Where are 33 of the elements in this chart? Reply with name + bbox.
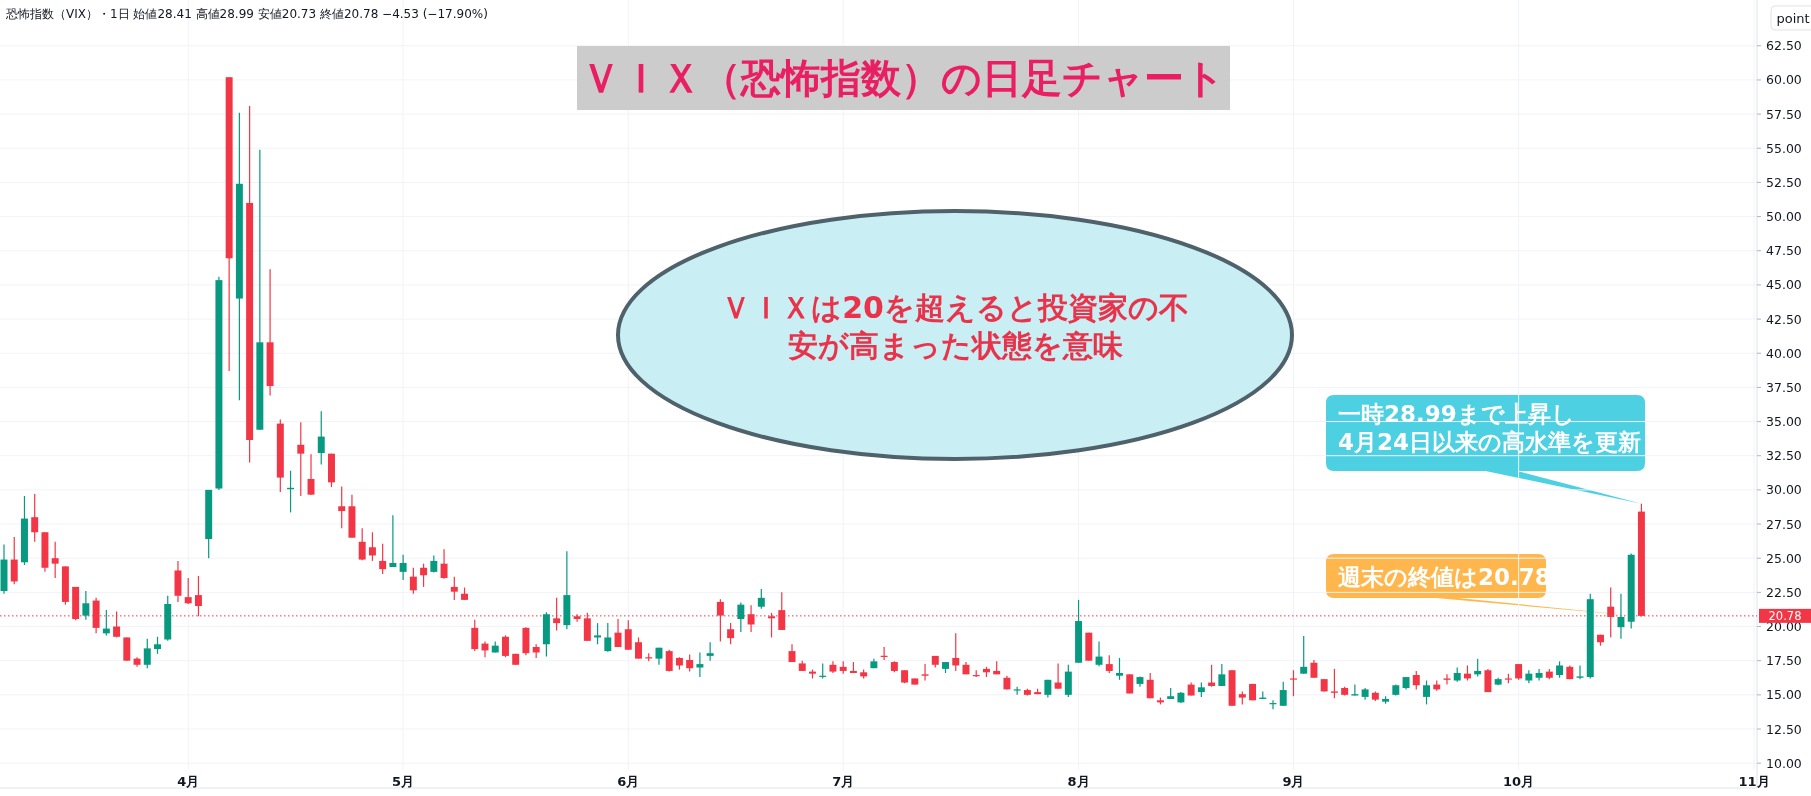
y-tick-label: 17.50 (1766, 653, 1802, 669)
x-tick-label: 11月 (1738, 774, 1770, 789)
x-tick-label: 9月 (1282, 774, 1305, 789)
y-tick-label: 22.50 (1766, 584, 1802, 600)
y-tick-label: 25.00 (1766, 550, 1802, 566)
y-tick-label: 57.50 (1766, 106, 1802, 122)
y-tick-label: 10.00 (1766, 755, 1802, 771)
x-tick-label: 4月 (177, 774, 200, 789)
y-tick-label: 27.50 (1766, 516, 1802, 532)
text: ＶＩＸ（恐怖指数）の日足チャート (581, 55, 1225, 101)
y-axis-title: point (1776, 11, 1810, 26)
y-tick-label: 12.50 (1766, 721, 1802, 737)
y-tick-label: 15.00 (1766, 687, 1802, 703)
annotation: ＶＩＸは20を超えると投資家の不安が高まった状態を意味 (721, 290, 1189, 363)
y-tick-label: 30.00 (1766, 482, 1802, 498)
y-tick-label: 35.00 (1766, 414, 1802, 430)
y-tick-label: 32.50 (1766, 448, 1802, 464)
y-tick-label: 47.50 (1766, 243, 1802, 259)
y-tick-label: 42.50 (1766, 311, 1802, 327)
y-tick-label: 37.50 (1766, 379, 1802, 395)
y-tick-label: 52.50 (1766, 174, 1802, 190)
x-tick-label: 7月 (832, 774, 855, 789)
x-tick-label: 10月 (1503, 774, 1535, 789)
annotation: 恐怖指数（VIX）・1日 始値28.41 高値28.99 安値20.73 終値20.78 −4.53 (−17.90%) (5, 7, 488, 21)
y-tick-label: 55.00 (1766, 140, 1802, 156)
y-tick-label: 60.00 (1766, 72, 1802, 88)
y-tick-label: 45.00 (1766, 277, 1802, 293)
y-tick-label: 40.00 (1766, 345, 1802, 361)
x-tick-label: 8月 (1067, 774, 1090, 789)
x-tick-label: 6月 (617, 774, 640, 789)
x-tick-label: 5月 (392, 774, 415, 789)
y-tick-label: 50.00 (1766, 209, 1802, 225)
y-tick-label: 62.50 (1766, 38, 1802, 54)
